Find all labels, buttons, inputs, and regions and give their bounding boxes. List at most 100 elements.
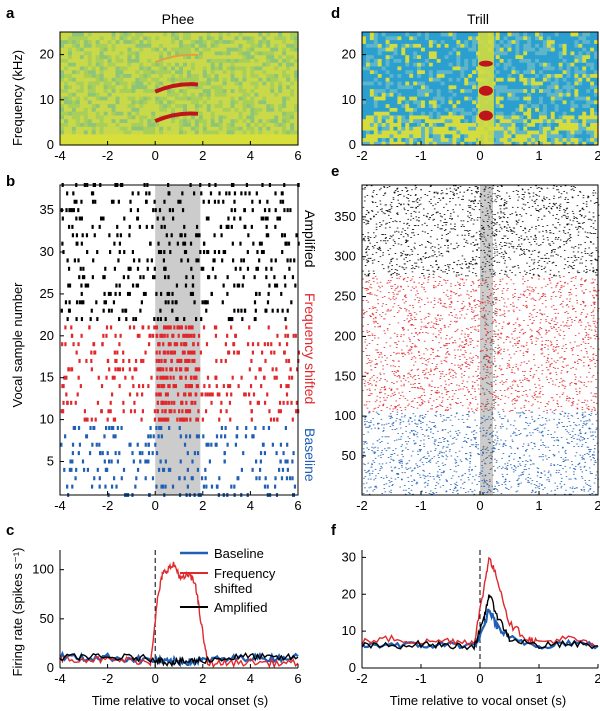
spike — [453, 488, 456, 490]
spike — [188, 409, 192, 414]
spectrogram-cell — [286, 114, 291, 120]
spectrogram-cell — [115, 39, 121, 44]
spectrogram-cell — [190, 84, 196, 90]
spectrogram-cell — [159, 62, 164, 67]
spike — [266, 342, 270, 347]
spectrogram-cell — [578, 32, 583, 37]
spectrogram-cell — [186, 54, 192, 59]
spike — [258, 199, 261, 204]
spectrogram-cell — [424, 77, 430, 82]
spectrogram-cell — [131, 137, 136, 142]
spike — [79, 266, 82, 271]
spectrogram-cell — [143, 54, 148, 59]
spike — [156, 409, 160, 414]
spectrogram-cell — [250, 50, 255, 56]
spectrogram-cell — [182, 47, 188, 52]
spike — [131, 451, 134, 456]
spectrogram-cell — [294, 50, 299, 56]
spectrogram-cell — [179, 50, 184, 56]
spectrogram-cell — [542, 118, 548, 123]
spectrogram-cell — [218, 103, 224, 108]
spectrogram-cell — [507, 92, 513, 97]
spike — [253, 275, 256, 280]
spectrogram-cell — [432, 73, 438, 78]
spectrogram-cell — [171, 107, 176, 112]
spectrogram-cell — [294, 77, 299, 82]
spectrogram-cell — [107, 114, 113, 120]
spectrogram-cell — [274, 126, 279, 131]
spectrogram-cell — [123, 50, 129, 56]
spectrogram-cell — [282, 103, 287, 108]
spike — [135, 476, 138, 481]
spike — [193, 358, 196, 363]
spectrogram-cell — [163, 50, 168, 56]
spike — [162, 375, 165, 380]
spectrogram-cell — [79, 114, 85, 120]
spectrogram-cell — [586, 103, 591, 108]
spike — [71, 484, 74, 489]
spectrogram-cell — [377, 92, 383, 97]
spectrogram-cell — [147, 35, 152, 41]
spectrogram-cell — [79, 65, 85, 71]
spectrogram-cell — [218, 54, 224, 59]
spike — [176, 358, 179, 363]
spectrogram-cell — [206, 103, 212, 108]
spike — [104, 467, 107, 472]
spectrogram-cell — [163, 54, 168, 59]
spike — [163, 199, 166, 204]
spectrogram-cell — [79, 69, 85, 75]
spike — [112, 300, 116, 305]
spectrogram-cell — [202, 58, 208, 63]
spike — [181, 350, 185, 355]
spectrogram-cell — [266, 111, 271, 116]
spectrogram-cell — [519, 50, 524, 56]
spectrogram-cell — [362, 99, 367, 105]
spike — [276, 308, 279, 313]
spectrogram-cell — [286, 54, 291, 59]
spike — [158, 417, 161, 422]
spectrogram-cell — [290, 103, 295, 108]
spectrogram-cell — [409, 137, 414, 142]
spectrogram-cell — [206, 50, 212, 56]
spike — [155, 484, 158, 489]
spike — [218, 476, 221, 481]
spectrogram-cell — [179, 65, 184, 71]
spectrogram-cell — [539, 114, 544, 120]
spectrogram-cell — [503, 43, 509, 48]
spectrogram-cell — [546, 43, 552, 48]
spectrogram-cell — [401, 84, 406, 90]
spectrogram-cell — [206, 88, 212, 93]
spectrogram-cell — [286, 84, 291, 90]
spectrogram-cell — [389, 50, 395, 56]
spectrogram-cell — [111, 141, 117, 146]
spike — [289, 367, 292, 372]
spectrogram-cell — [179, 118, 184, 123]
spectrogram-cell — [436, 73, 442, 78]
spike — [534, 487, 537, 489]
spectrogram-cell — [554, 126, 560, 131]
spectrogram-cell — [594, 69, 599, 75]
spike — [491, 485, 493, 487]
spike — [172, 384, 176, 389]
spectrogram-cell — [75, 92, 81, 97]
spike — [91, 191, 95, 196]
spectrogram-cell — [362, 77, 367, 82]
spike — [171, 484, 175, 489]
spectrogram-cell — [167, 58, 172, 63]
spike — [222, 250, 225, 255]
spike — [284, 283, 287, 288]
spectrogram-cell — [503, 133, 509, 139]
spectrogram-cell — [214, 133, 220, 139]
spectrogram-cell — [95, 141, 101, 146]
spectrogram-cell — [535, 114, 540, 120]
spectrogram-cell — [464, 88, 469, 93]
spectrogram-cell — [270, 47, 275, 52]
spectrogram-cell — [155, 69, 160, 75]
spectrogram-cell — [421, 39, 426, 44]
spike — [160, 417, 164, 422]
spectrogram-cell — [67, 111, 73, 116]
spectrogram-cell — [226, 73, 232, 78]
spectrogram-cell — [515, 35, 520, 41]
spectrogram-cell — [554, 133, 560, 139]
spectrogram-cell — [468, 137, 473, 142]
